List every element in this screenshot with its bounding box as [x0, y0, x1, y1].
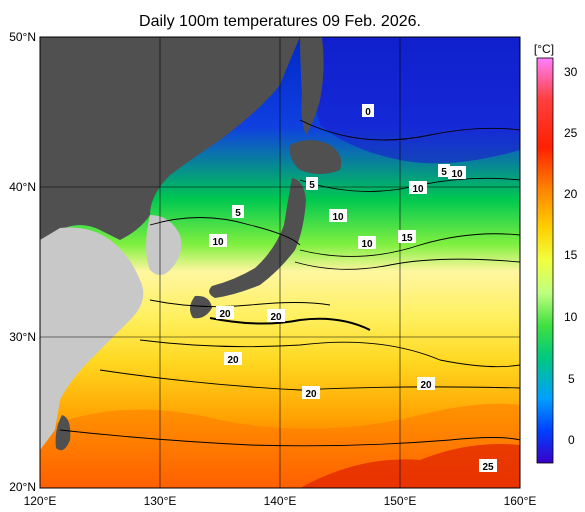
colorbar-tick-label: 25	[564, 126, 578, 140]
contour-label: 10	[212, 237, 224, 248]
lon-label: 160°E	[504, 494, 537, 508]
lat-label: 30°N	[9, 330, 36, 344]
contour-label: 5	[235, 208, 241, 219]
colorbar-gradient	[536, 57, 554, 464]
contour-label: 15	[401, 233, 413, 244]
asia-continent	[40, 37, 300, 240]
colorbar-tick-label: 30	[564, 65, 578, 79]
colorbar-ticks: 30 25 20 15 10 5 0	[564, 65, 578, 447]
kyushu-island	[189, 295, 212, 319]
longitude-labels: 120°E 130°E 140°E 150°E 160°E	[24, 494, 537, 508]
sakhalin-island	[300, 37, 324, 135]
lat-label: 20°N	[9, 480, 36, 494]
colorbar-tick-label: 10	[564, 310, 578, 324]
contour-label: 20	[305, 389, 317, 400]
colorbar-tick-label: 15	[564, 248, 578, 262]
honshu-island	[209, 178, 306, 298]
contour-label: 10	[332, 212, 344, 223]
map-title: Daily 100m temperatures 09 Feb. 2026.	[139, 13, 421, 30]
isotherm-20-contour	[209, 317, 371, 331]
colorbar-tick-label: 0	[568, 433, 575, 447]
contour-label: 10	[361, 239, 373, 250]
colorbar-tick-label: 20	[564, 187, 578, 201]
contour-label: 25	[482, 462, 494, 473]
lon-label: 140°E	[264, 494, 297, 508]
china-coast	[40, 227, 144, 450]
isotherm-contours	[59, 119, 520, 447]
contour-label: 20	[270, 312, 282, 323]
lat-label: 50°N	[9, 30, 36, 44]
hot-water-patch	[300, 444, 520, 488]
contour-label: 20	[227, 355, 239, 366]
contour-label: 5	[309, 180, 315, 191]
contour-value-labels: 0 5 5 10 10 10 10 15 5 10 20 20 20 20 20…	[209, 104, 497, 473]
map-grid	[40, 37, 520, 488]
colorbar-unit: [°C]	[534, 42, 554, 56]
cold-water-area	[300, 37, 520, 164]
contour-label: 20	[420, 380, 432, 391]
lon-label: 150°E	[384, 494, 417, 508]
contour-label: 10	[451, 169, 463, 180]
lat-label: 40°N	[9, 180, 36, 194]
colorbar: [°C] 30 25 20 15 10 5 0	[534, 42, 578, 464]
hokkaido-island	[289, 140, 342, 174]
colorbar-tick-label: 5	[568, 372, 575, 386]
lon-label: 120°E	[24, 494, 57, 508]
latitude-labels: 50°N 40°N 30°N 20°N	[9, 30, 36, 494]
contour-label: 0	[365, 107, 371, 118]
lon-label: 130°E	[144, 494, 177, 508]
contour-label: 20	[219, 309, 231, 320]
map-frame	[39, 36, 521, 489]
korean-peninsula	[146, 215, 182, 275]
contour-label: 5	[441, 167, 447, 178]
contour-label: 10	[412, 184, 424, 195]
taiwan-island	[55, 415, 71, 451]
